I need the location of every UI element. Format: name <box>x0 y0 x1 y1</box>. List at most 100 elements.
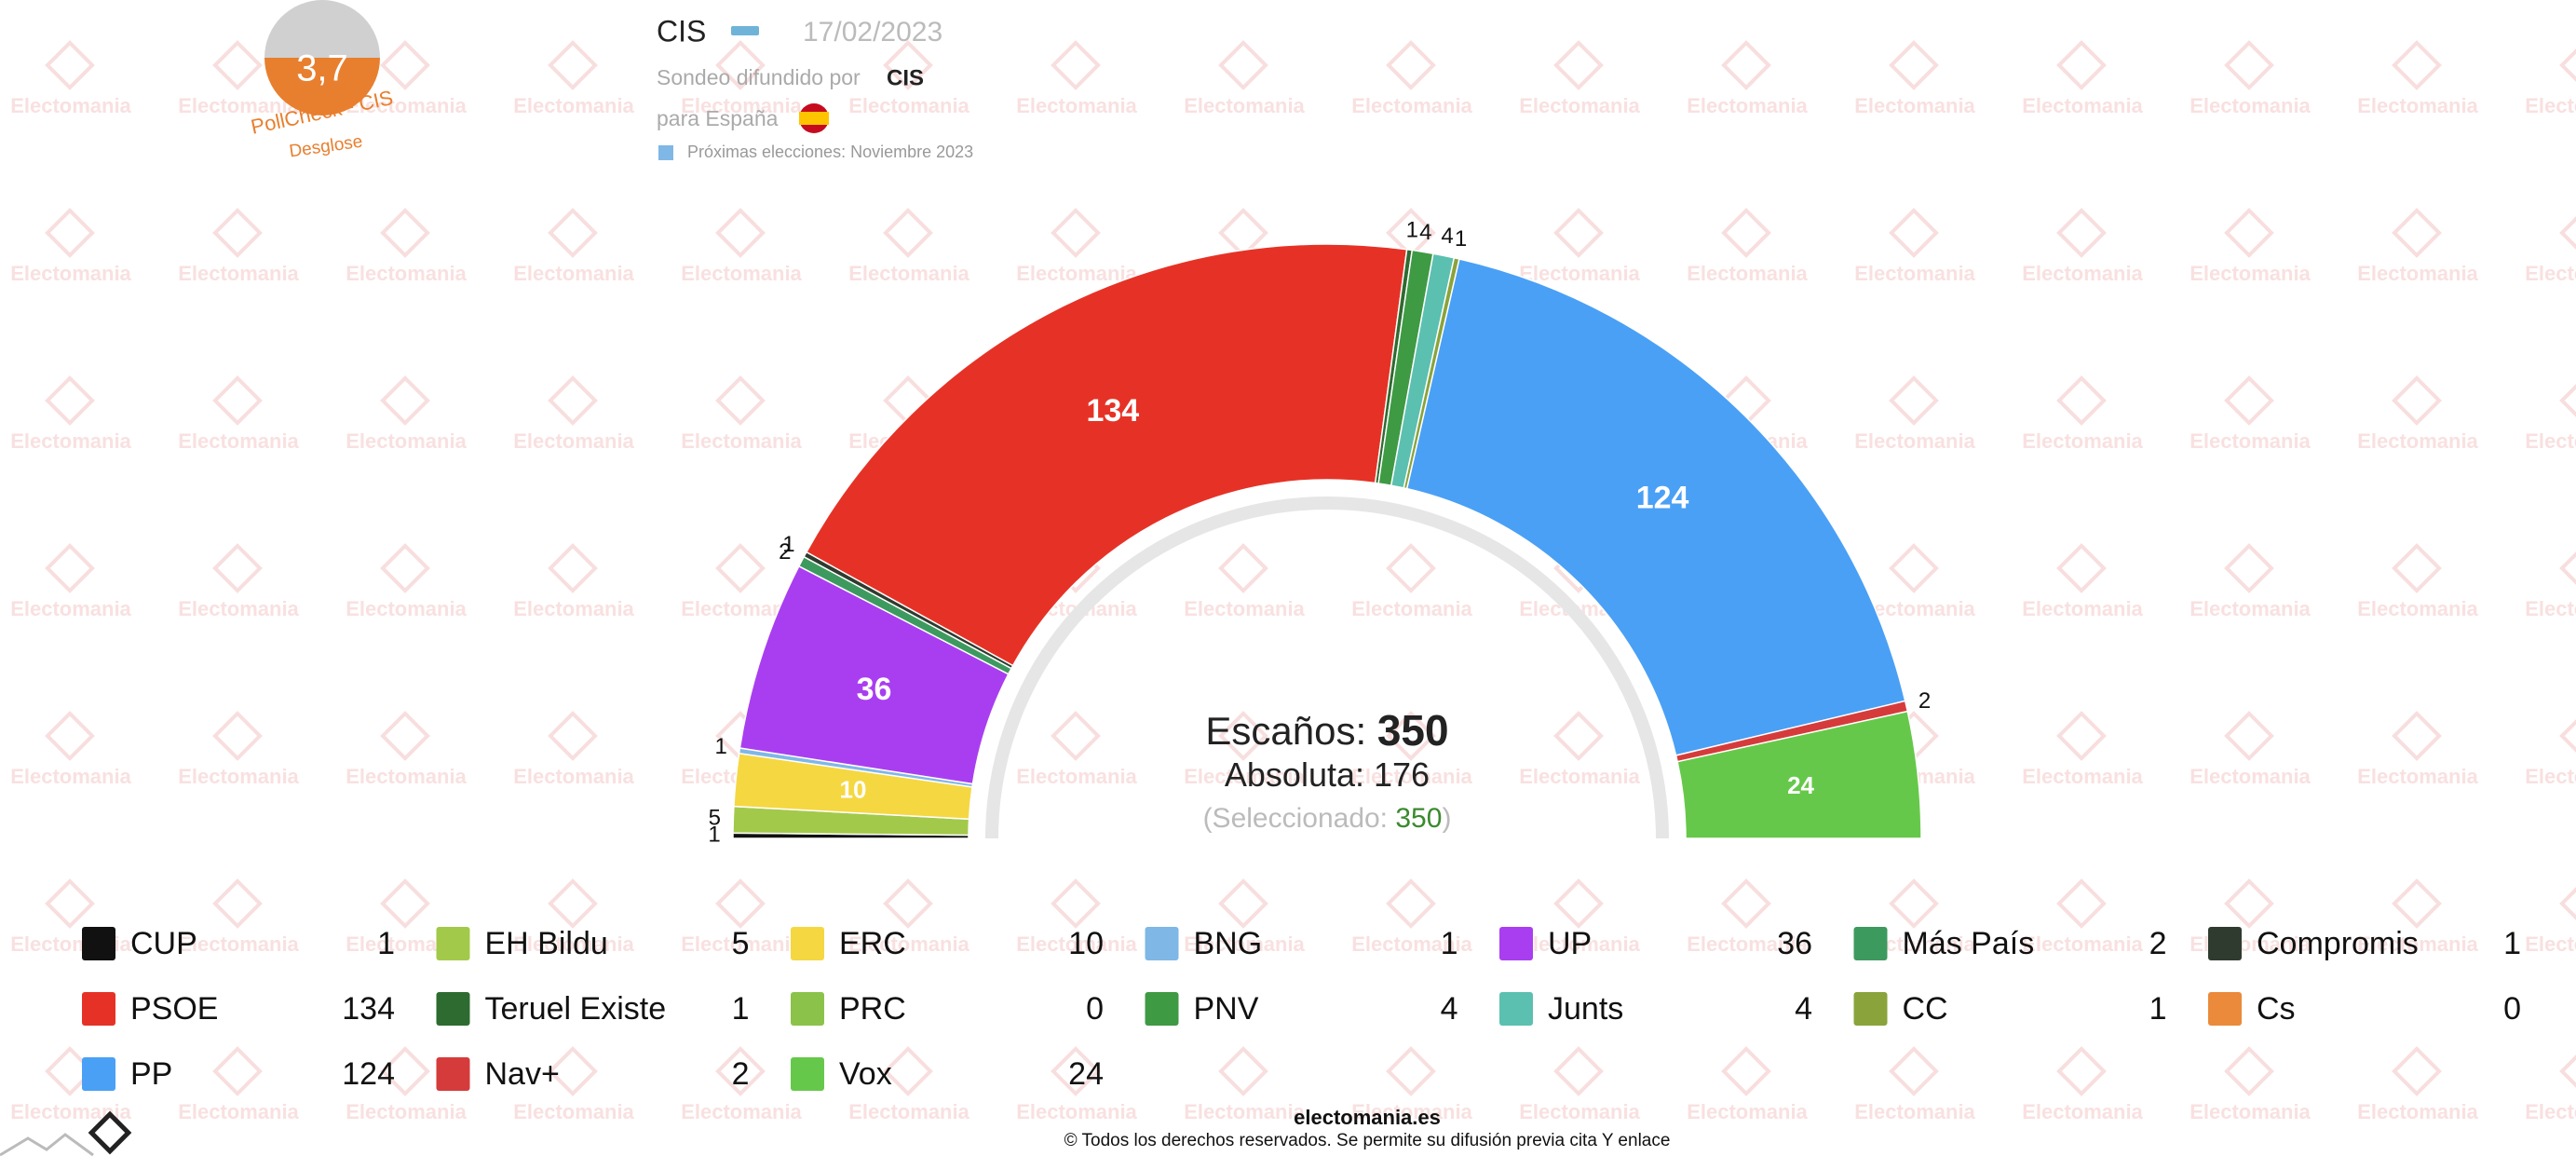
legend-value: 124 <box>342 1056 395 1092</box>
watermark-icon <box>1553 1046 1604 1096</box>
watermark-text: Electomania <box>2357 429 2478 453</box>
watermark-text: Electomania <box>346 262 467 285</box>
legend-swatch <box>436 992 470 1026</box>
watermark-icon <box>2056 711 2107 761</box>
watermark-text: Electomania <box>1184 1100 1305 1123</box>
watermark-icon <box>1889 878 1939 929</box>
watermark-text: Electomania <box>178 765 299 788</box>
watermark-icon <box>212 1046 263 1096</box>
watermark-text: Electomania <box>346 429 467 453</box>
seat-label: 2 <box>779 539 791 565</box>
legend-name: Más País <box>1903 926 2035 961</box>
watermark-text: Electomania <box>1854 262 1975 285</box>
seat-segment <box>805 243 1408 667</box>
watermark-icon <box>548 40 598 90</box>
watermark-text: Electomania <box>10 597 131 620</box>
watermark-text: Electomania <box>346 1100 467 1123</box>
watermark-icon <box>1051 711 1101 761</box>
watermark-icon <box>2224 1046 2274 1096</box>
watermark-text: Electomania <box>681 1100 802 1123</box>
footer-copyright: © Todos los derechos reservados. Se perm… <box>1064 1131 1671 1150</box>
watermark-icon <box>2224 208 2274 258</box>
legend-swatch <box>82 927 115 960</box>
badge-bottom <box>264 58 380 116</box>
score: 3,7 <box>296 48 348 89</box>
legend-name: UP <box>1548 926 1592 961</box>
watermark-text: Electomania <box>1351 765 1472 788</box>
watermark-icon <box>1386 40 1436 90</box>
watermark-text: Electomania <box>2022 262 2143 285</box>
legend-name: Vox <box>839 1056 892 1092</box>
watermark-text: Electomania <box>2357 597 2478 620</box>
seat-label: 5 <box>709 806 721 831</box>
watermark-text: Electomania <box>513 1100 634 1123</box>
watermark-icon <box>1386 878 1436 929</box>
legend-swatch <box>1499 927 1533 960</box>
watermark-icon <box>45 40 95 90</box>
watermark-text: Electomania <box>2525 765 2576 788</box>
spread-by-name: CIS <box>887 65 924 90</box>
watermark-icon <box>380 711 430 761</box>
watermark-text: Electomania <box>2525 932 2576 956</box>
watermark-icon <box>1386 208 1436 258</box>
breakdown-link[interactable]: Desglose <box>288 132 363 162</box>
watermark-icon <box>1218 543 1268 593</box>
watermark-text: Electomania <box>10 94 131 117</box>
watermark-icon <box>548 375 598 426</box>
watermark-text: Electomania <box>2525 429 2576 453</box>
legend-value: 1 <box>2503 926 2521 961</box>
seat-label: 2 <box>1918 688 1931 714</box>
watermark-icon <box>883 1046 933 1096</box>
badge-top <box>264 0 380 58</box>
watermark-text: Electomania <box>2190 765 2311 788</box>
date: 17/02/2023 <box>803 17 942 48</box>
watermark-text: Electomania <box>2190 429 2311 453</box>
seat-segment <box>1405 258 1906 756</box>
watermark-text: Electomania <box>2525 597 2576 620</box>
legend-value: 1 <box>377 926 395 961</box>
legend-swatch <box>82 1057 115 1091</box>
watermark-icon <box>1386 543 1436 593</box>
legend-value: 10 <box>1068 926 1104 961</box>
watermark-text: Electomania <box>2357 932 2478 956</box>
watermark-icon <box>715 375 766 426</box>
watermark-icon <box>2392 711 2442 761</box>
watermark-icon <box>380 878 430 929</box>
watermark-text: Electomania <box>1519 262 1640 285</box>
watermark-icon <box>212 208 263 258</box>
watermark-icon <box>1721 40 1771 90</box>
legend-value: 1 <box>1441 926 1458 961</box>
watermark-icon <box>2392 543 2442 593</box>
legend-value: 24 <box>1068 1056 1104 1092</box>
legend-value: 36 <box>1777 926 1812 961</box>
watermark-icon <box>45 878 95 929</box>
watermark-icon <box>715 208 766 258</box>
legend-value: 4 <box>1795 991 1812 1027</box>
watermark-icon <box>2392 1046 2442 1096</box>
watermark-text: Electomania <box>848 94 969 117</box>
seats-label: Escaños: <box>1205 709 1366 753</box>
watermark-icon <box>212 375 263 426</box>
majority: Absoluta: 176 <box>1225 755 1430 794</box>
selected-value: 350 <box>1395 803 1442 834</box>
watermark-icon <box>2056 1046 2107 1096</box>
watermark-text: Electomania <box>10 262 131 285</box>
watermark-icon <box>1889 543 1939 593</box>
legend-swatch <box>2208 992 2242 1026</box>
watermark-icon <box>883 40 933 90</box>
legend-swatch <box>2208 927 2242 960</box>
legend-value: 5 <box>732 926 750 961</box>
watermark-text: Electomania <box>346 765 467 788</box>
watermark-text: Electomania <box>1016 1100 1137 1123</box>
watermark-text: Electomania <box>513 597 634 620</box>
majority-value: 176 <box>1374 755 1430 794</box>
watermark-icon <box>1218 878 1268 929</box>
watermark-text: Electomania <box>1184 765 1305 788</box>
watermark-text: Electomania <box>2022 94 2143 117</box>
legend-name: PNV <box>1194 991 1259 1027</box>
watermark-icon <box>2559 878 2576 929</box>
watermark-icon <box>1889 1046 1939 1096</box>
legend-name: Nav+ <box>485 1056 560 1092</box>
